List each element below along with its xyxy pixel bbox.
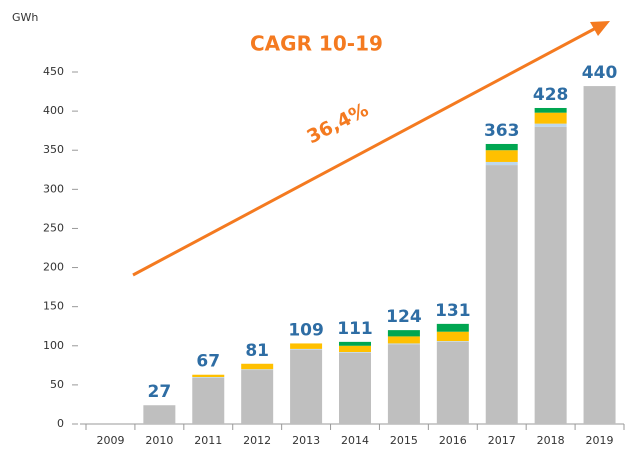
bar-segment — [534, 126, 567, 424]
bar-segment — [436, 323, 469, 332]
bar-segment — [290, 348, 323, 350]
bar-segment — [241, 369, 274, 371]
total-label: 109 — [288, 320, 324, 340]
bar-segment — [436, 341, 469, 424]
total-label: 67 — [196, 352, 220, 372]
y-tick-label: 300 — [43, 182, 64, 195]
bar-segment — [485, 165, 518, 424]
x-tick-label: 2017 — [488, 434, 516, 447]
total-label: 131 — [435, 301, 471, 321]
bar-segment — [339, 341, 371, 346]
bar-segment — [387, 343, 420, 345]
x-tick-label: 2019 — [586, 434, 614, 447]
bar-segment — [583, 86, 616, 424]
y-tick-label: 350 — [43, 143, 64, 156]
bar-segment — [339, 352, 371, 424]
x-tick-label: 2011 — [194, 434, 222, 447]
x-tick-label: 2012 — [243, 434, 271, 447]
bar-segment — [387, 336, 420, 344]
bar-segment — [143, 405, 176, 424]
total-label: 124 — [386, 307, 422, 327]
y-tick-label: 250 — [43, 221, 64, 234]
bar-segment — [339, 345, 371, 353]
y-tick-label: 100 — [43, 339, 64, 352]
total-label: 81 — [245, 341, 269, 361]
y-tick-label: 200 — [43, 261, 64, 274]
cagr-value: 36,4% — [303, 99, 372, 149]
total-label: 27 — [148, 382, 172, 402]
bar-segment — [387, 344, 420, 424]
bar-segment — [192, 377, 225, 424]
bar-segment — [241, 363, 274, 370]
bar-segment — [534, 123, 567, 127]
bar-segment — [339, 352, 371, 353]
x-tick-label: 2013 — [292, 434, 320, 447]
total-label: 111 — [337, 319, 373, 339]
bar-segment — [192, 374, 225, 378]
bar-segment — [290, 349, 323, 424]
total-label: 363 — [484, 121, 520, 141]
x-tick-label: 2016 — [439, 434, 467, 447]
bar-segment — [485, 143, 518, 151]
x-tick-label: 2009 — [96, 434, 124, 447]
cagr-title: CAGR 10-19 — [250, 32, 383, 56]
arrow-head — [590, 21, 610, 36]
x-tick-label: 2014 — [341, 434, 369, 447]
bar-segment — [436, 331, 469, 342]
y-tick-label: 150 — [43, 300, 64, 313]
bar-segment — [534, 107, 567, 113]
bar-segment — [485, 161, 518, 166]
bar-segment — [436, 341, 469, 342]
bar-segment — [241, 370, 274, 424]
y-tick-label: 0 — [57, 417, 64, 430]
trend-arrow — [132, 26, 597, 277]
y-axis-label: GWh — [12, 11, 38, 24]
bar-segment — [387, 330, 420, 337]
x-tick-label: 2015 — [390, 434, 418, 447]
bar-segment — [290, 343, 323, 349]
bar-segment — [192, 377, 225, 378]
bar-segment — [534, 112, 567, 124]
total-label: 428 — [533, 85, 569, 105]
x-tick-label: 2018 — [537, 434, 565, 447]
x-tick-label: 2010 — [145, 434, 173, 447]
bar-segment — [485, 150, 518, 162]
y-tick-label: 400 — [43, 104, 64, 117]
total-label: 440 — [582, 63, 618, 83]
y-tick-label: 50 — [50, 378, 64, 391]
y-tick-label: 450 — [43, 65, 64, 78]
